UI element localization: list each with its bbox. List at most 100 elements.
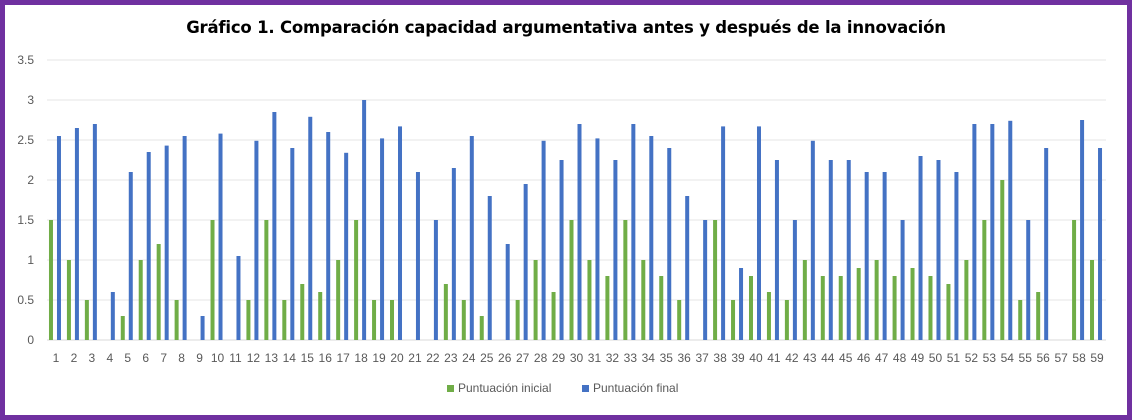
x-tick-label: 38 — [713, 351, 727, 365]
bar-final-20 — [398, 126, 403, 341]
bar-final-13 — [272, 112, 277, 340]
x-tick-label: 30 — [570, 351, 584, 365]
bar-final-37 — [703, 220, 708, 340]
x-tick-label: 42 — [785, 351, 799, 365]
bar-inicial-7 — [156, 244, 161, 340]
bar-final-23 — [451, 168, 456, 340]
bar-final-51 — [954, 172, 959, 340]
bar-final-44 — [828, 160, 833, 340]
x-tick-label: 23 — [444, 351, 458, 365]
bar-final-18 — [362, 100, 367, 340]
bar-final-11 — [236, 256, 241, 340]
x-tick-label: 51 — [947, 351, 961, 365]
bar-inicial-34 — [641, 260, 646, 340]
bar-final-45 — [846, 160, 851, 340]
bar-final-2 — [74, 128, 79, 340]
x-tick-label: 11 — [229, 351, 242, 365]
bar-final-1 — [56, 136, 61, 340]
bar-inicial-19 — [372, 300, 377, 340]
bar-final-43 — [810, 140, 815, 340]
bar-final-16 — [326, 132, 331, 340]
bar-final-6 — [146, 152, 151, 340]
x-tick-label: 36 — [678, 351, 692, 365]
x-tick-label: 29 — [552, 351, 566, 365]
x-tick-label: 2 — [71, 351, 78, 365]
x-tick-label: 34 — [642, 351, 656, 365]
bar-inicial-25 — [479, 316, 484, 340]
x-tick-label: 16 — [319, 351, 333, 365]
x-tick-label: 37 — [695, 351, 709, 365]
legend-label: Puntuación inicial — [458, 381, 551, 395]
legend-label: Puntuación final — [593, 381, 678, 395]
x-tick-label: 12 — [247, 351, 261, 365]
bar-final-12 — [254, 140, 259, 340]
bar-inicial-6 — [138, 260, 143, 340]
bar-final-25 — [487, 196, 492, 340]
bar-final-58 — [1080, 120, 1085, 340]
bar-final-17 — [344, 152, 349, 340]
x-tick-label: 56 — [1036, 351, 1050, 365]
bar-inicial-10 — [210, 220, 215, 340]
bar-final-39 — [739, 268, 744, 340]
x-tick-label: 21 — [408, 351, 422, 365]
bar-final-10 — [218, 133, 223, 340]
bar-inicial-44 — [820, 276, 825, 340]
bar-inicial-27 — [515, 300, 520, 340]
bar-final-49 — [918, 156, 923, 340]
x-tick-label: 20 — [390, 351, 404, 365]
x-tick-label: 6 — [142, 351, 149, 365]
x-tick-label: 35 — [660, 351, 674, 365]
x-tick-label: 10 — [211, 351, 225, 365]
y-tick-label: 1.5 — [17, 213, 34, 227]
bar-final-55 — [1026, 220, 1031, 340]
bar-inicial-36 — [677, 300, 682, 340]
bar-final-30 — [577, 124, 582, 340]
y-tick-label: 3.5 — [17, 53, 34, 67]
x-tick-label: 59 — [1090, 351, 1104, 365]
x-tick-label: 58 — [1072, 351, 1086, 365]
x-tick-label: 13 — [265, 351, 279, 365]
y-tick-label: 2.5 — [17, 133, 34, 147]
bar-inicial-29 — [551, 292, 556, 340]
x-tick-label: 24 — [462, 351, 476, 365]
bar-inicial-14 — [282, 300, 287, 340]
y-tick-label: 3 — [27, 93, 34, 107]
bar-final-42 — [792, 220, 797, 340]
bar-inicial-42 — [784, 300, 789, 340]
bar-final-52 — [972, 124, 977, 340]
x-tick-label: 18 — [354, 351, 368, 365]
x-tick-label: 54 — [1001, 351, 1015, 365]
bar-inicial-55 — [1018, 300, 1023, 340]
bar-inicial-31 — [587, 260, 592, 340]
chart-title: Gráfico 1. Comparación capacidad argumen… — [186, 18, 946, 37]
y-tick-label: 0.5 — [17, 293, 34, 307]
bar-inicial-24 — [461, 300, 466, 340]
bar-inicial-20 — [390, 300, 395, 340]
bar-inicial-30 — [569, 220, 574, 340]
x-tick-label: 52 — [965, 351, 979, 365]
bar-inicial-53 — [982, 220, 987, 340]
x-tick-label: 7 — [160, 351, 167, 365]
bar-final-3 — [92, 124, 97, 340]
bar-inicial-12 — [246, 300, 251, 340]
x-tick-label: 28 — [534, 351, 548, 365]
bar-final-24 — [469, 136, 474, 340]
x-tick-label: 32 — [606, 351, 620, 365]
bar-inicial-18 — [354, 220, 359, 340]
bar-final-19 — [380, 138, 385, 340]
x-tick-label: 39 — [731, 351, 745, 365]
bar-inicial-23 — [443, 284, 448, 340]
bar-final-28 — [541, 140, 546, 340]
bar-final-56 — [1044, 148, 1049, 340]
bar-inicial-54 — [1000, 180, 1005, 340]
bar-inicial-46 — [856, 268, 861, 340]
x-tick-label: 31 — [588, 351, 602, 365]
x-tick-label: 19 — [372, 351, 386, 365]
x-tick-label: 14 — [283, 351, 297, 365]
bar-final-59 — [1098, 148, 1103, 340]
bar-final-32 — [613, 160, 618, 340]
bar-inicial-50 — [928, 276, 933, 340]
bar-final-31 — [595, 138, 600, 340]
